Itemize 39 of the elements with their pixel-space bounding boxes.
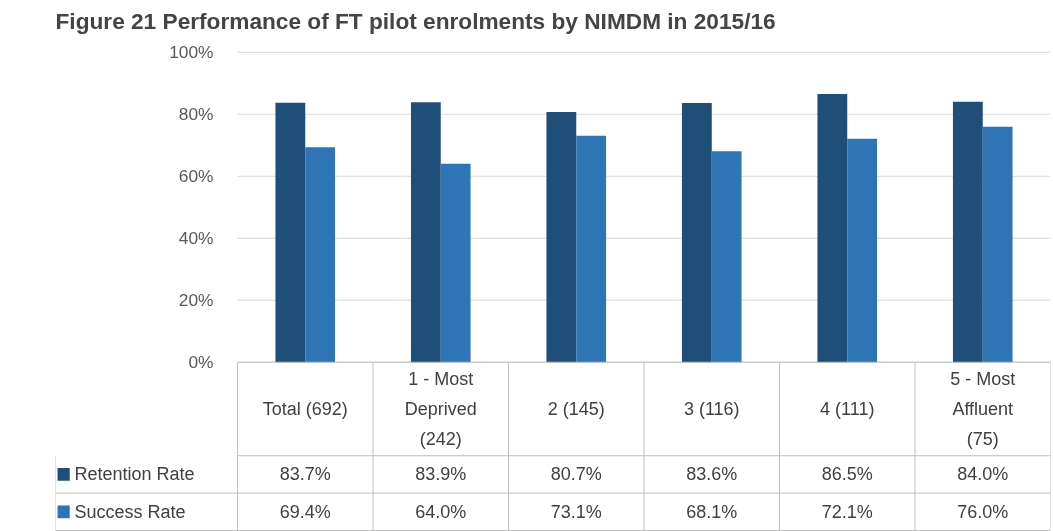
- bar: [576, 135, 607, 363]
- data-label: 80.7%: [550, 464, 602, 485]
- y-tick-label: 0%: [188, 352, 214, 373]
- bar: [305, 147, 336, 363]
- data-label: 83.9%: [415, 464, 467, 485]
- data-label: 72.1%: [821, 501, 873, 522]
- bar: [410, 102, 441, 363]
- x-tick-label: 5 - Most Affluent (75): [950, 369, 1016, 449]
- bar: [440, 163, 471, 363]
- data-label: 69.4%: [279, 501, 331, 522]
- x-tick-label: Total (692): [262, 398, 348, 419]
- bar: [847, 138, 878, 363]
- y-tick-label: 60%: [178, 166, 214, 187]
- data-label: 64.0%: [415, 501, 467, 522]
- legend-label: Success Rate: [74, 501, 186, 522]
- bar: [982, 126, 1013, 363]
- chart-title: Figure 21 Performance of FT pilot enrolments by NIMDM in 2015/16: [55, 7, 776, 34]
- data-label: 83.6%: [686, 464, 738, 485]
- bar: [952, 101, 983, 363]
- x-tick-label: 1 - Most Deprived (242): [404, 369, 477, 449]
- data-label: 73.1%: [550, 501, 602, 522]
- data-label: 76.0%: [957, 501, 1009, 522]
- x-tick-label: 2 (145): [547, 398, 605, 419]
- bar: [711, 151, 742, 363]
- x-tick-label: 3 (116): [683, 398, 740, 419]
- bar: [275, 102, 306, 363]
- x-tick-label: 4 (111): [820, 398, 875, 419]
- data-label: 84.0%: [957, 464, 1009, 485]
- bar: [546, 112, 577, 363]
- data-label: 68.1%: [686, 501, 738, 522]
- bar: [817, 94, 848, 363]
- y-tick-label: 20%: [178, 290, 214, 311]
- bar: [681, 103, 712, 363]
- y-tick-label: 80%: [178, 104, 214, 125]
- y-tick-label: 100%: [169, 42, 214, 63]
- y-tick-label: 40%: [178, 228, 214, 249]
- data-label: 86.5%: [821, 464, 873, 485]
- legend-label: Retention Rate: [74, 464, 195, 485]
- data-label: 83.7%: [279, 464, 331, 485]
